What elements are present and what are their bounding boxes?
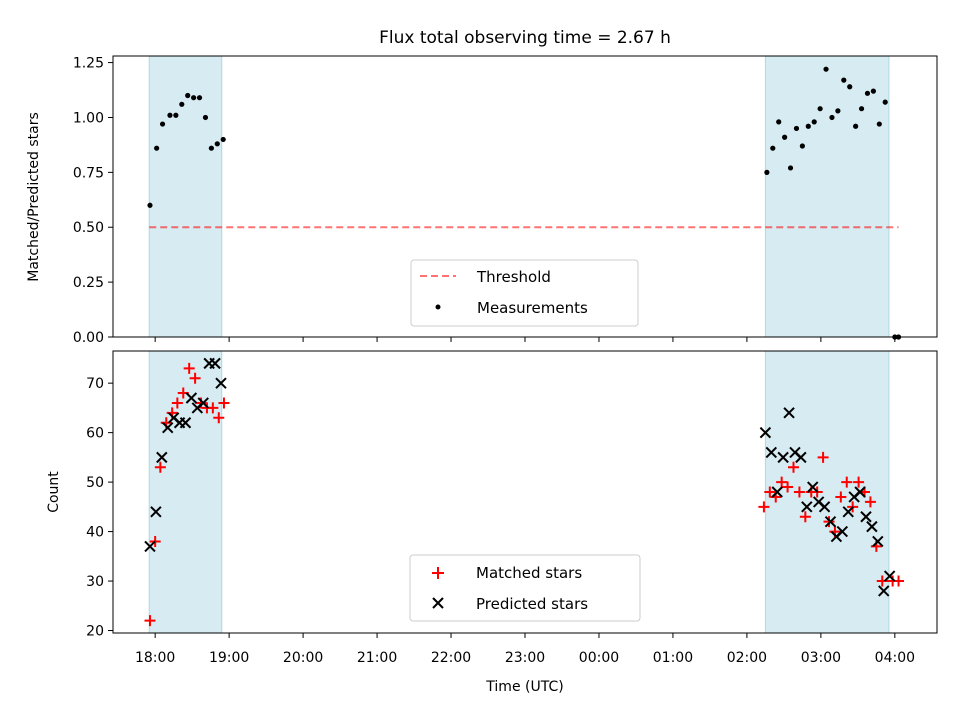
measurement-point <box>847 84 852 89</box>
measurement-point <box>835 108 840 113</box>
ratio-ytick-label: 1.25 <box>73 56 104 72</box>
measurement-point <box>877 121 882 126</box>
count-ytick-label: 70 <box>86 376 104 392</box>
count-ytick-label: 60 <box>86 426 104 442</box>
count-xtick-label: 19:00 <box>209 650 249 666</box>
measurement-point <box>859 106 864 111</box>
count-xtick-label: 20:00 <box>283 650 323 666</box>
ratio-ytick-label: 0.00 <box>73 330 104 346</box>
measurement-point <box>147 203 152 208</box>
count-legend: Matched stars Predicted stars <box>410 555 640 621</box>
measurement-point <box>812 119 817 124</box>
measurement-point <box>823 67 828 72</box>
legend-matched-label: Matched stars <box>476 564 582 582</box>
measurement-point <box>853 124 858 129</box>
ratio-shaded-interval-1 <box>765 56 889 337</box>
figure: Flux total observing time = 2.67 h 0.00 0… <box>0 0 960 720</box>
measurement-point <box>160 121 165 126</box>
count-xtick-label: 21:00 <box>357 650 397 666</box>
count-xtick-label: 22:00 <box>431 650 471 666</box>
legend-predicted-label: Predicted stars <box>476 595 588 613</box>
ratio-ytick-label: 0.75 <box>73 165 104 181</box>
count-xtick-label: 18:00 <box>135 650 175 666</box>
count-ytick-label: 30 <box>86 574 104 590</box>
count-ytick-label: 40 <box>86 525 104 541</box>
measurement-point <box>191 95 196 100</box>
count-xtick-label: 23:00 <box>505 650 545 666</box>
measurement-point <box>173 113 178 118</box>
measurement-point <box>788 165 793 170</box>
measurement-point <box>770 146 775 151</box>
measurement-point <box>829 115 834 120</box>
measurement-point <box>197 95 202 100</box>
ratio-legend: Threshold Measurements <box>411 260 638 326</box>
measurement-point <box>179 102 184 107</box>
ratio-ytick-label: 0.50 <box>73 220 104 236</box>
count-shaded-interval-1 <box>765 351 889 633</box>
count-xtick-label: 04:00 <box>875 650 915 666</box>
measurement-point <box>871 89 876 94</box>
legend-threshold-label: Threshold <box>476 268 551 286</box>
measurement-point <box>167 113 172 118</box>
ratio-ytick-label: 1.00 <box>73 110 104 126</box>
count-xtick-label: 02:00 <box>727 650 767 666</box>
ratio-shaded-interval-0 <box>149 56 221 337</box>
measurement-point <box>221 137 226 142</box>
chart-title: Flux total observing time = 2.67 h <box>379 28 671 48</box>
count-ytick-label: 20 <box>86 624 104 640</box>
count-ylabel: Count <box>46 471 62 513</box>
measurement-point <box>209 146 214 151</box>
measurement-point <box>794 126 799 131</box>
measurement-point <box>203 115 208 120</box>
measurement-point <box>818 106 823 111</box>
legend-measurements-label: Measurements <box>477 299 588 317</box>
measurement-point <box>800 143 805 148</box>
measurement-point <box>883 100 888 105</box>
measurement-point <box>764 170 769 175</box>
ratio-ytick-label: 0.25 <box>73 275 104 291</box>
measurement-point <box>215 141 220 146</box>
count-ytick-label: 50 <box>86 475 104 491</box>
time-xlabel: Time (UTC) <box>485 679 563 695</box>
legend-measurements-swatch <box>436 305 441 310</box>
ratio-ylabel: Matched/Predicted stars <box>26 112 42 282</box>
measurement-point <box>154 146 159 151</box>
measurement-point <box>782 135 787 140</box>
measurement-point <box>185 93 190 98</box>
measurement-point <box>841 78 846 83</box>
count-xtick-label: 03:00 <box>801 650 841 666</box>
count-xtick-label: 00:00 <box>579 650 619 666</box>
count-xtick-label: 01:00 <box>653 650 693 666</box>
measurement-point <box>776 119 781 124</box>
measurement-point <box>865 91 870 96</box>
measurement-point <box>806 124 811 129</box>
